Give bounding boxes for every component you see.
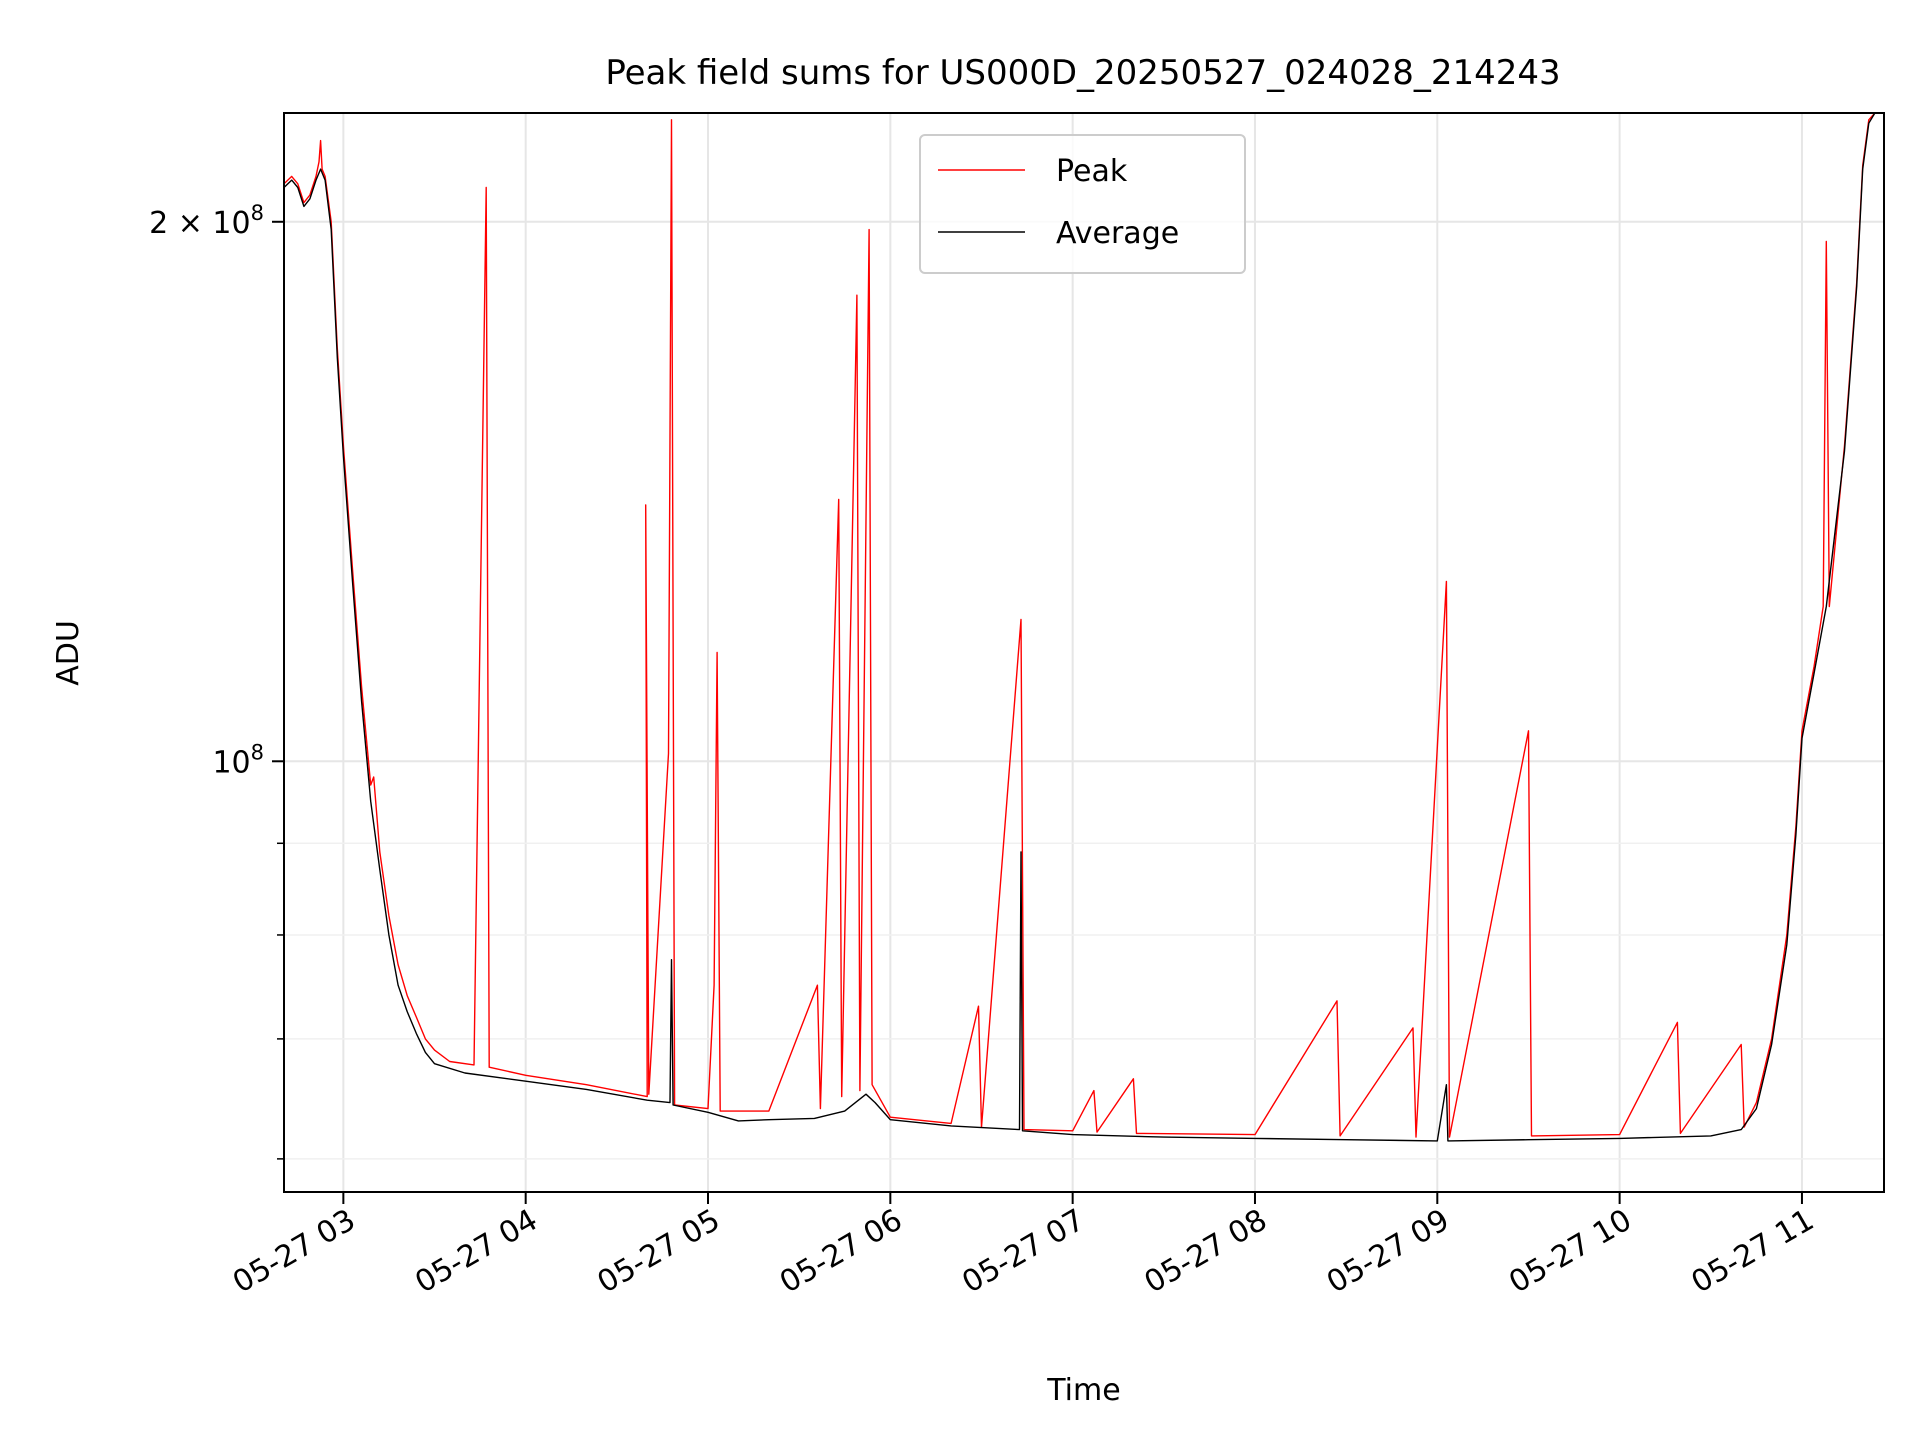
legend-label-peak: Peak bbox=[1056, 154, 1128, 189]
legend: Peak Average bbox=[919, 134, 1246, 274]
series-layer bbox=[284, 113, 1884, 1142]
plot-frame bbox=[283, 112, 1885, 1193]
y-axis-label: ADU bbox=[51, 620, 86, 686]
series-line-average bbox=[284, 113, 1884, 1142]
x-axis-label: Time bbox=[1046, 1373, 1120, 1408]
legend-label-average: Average bbox=[1056, 216, 1179, 251]
chart-title: Peak field sums for US000D_20250527_0240… bbox=[605, 53, 1560, 93]
y-tick-label-1: 2 × 108 bbox=[149, 201, 264, 241]
